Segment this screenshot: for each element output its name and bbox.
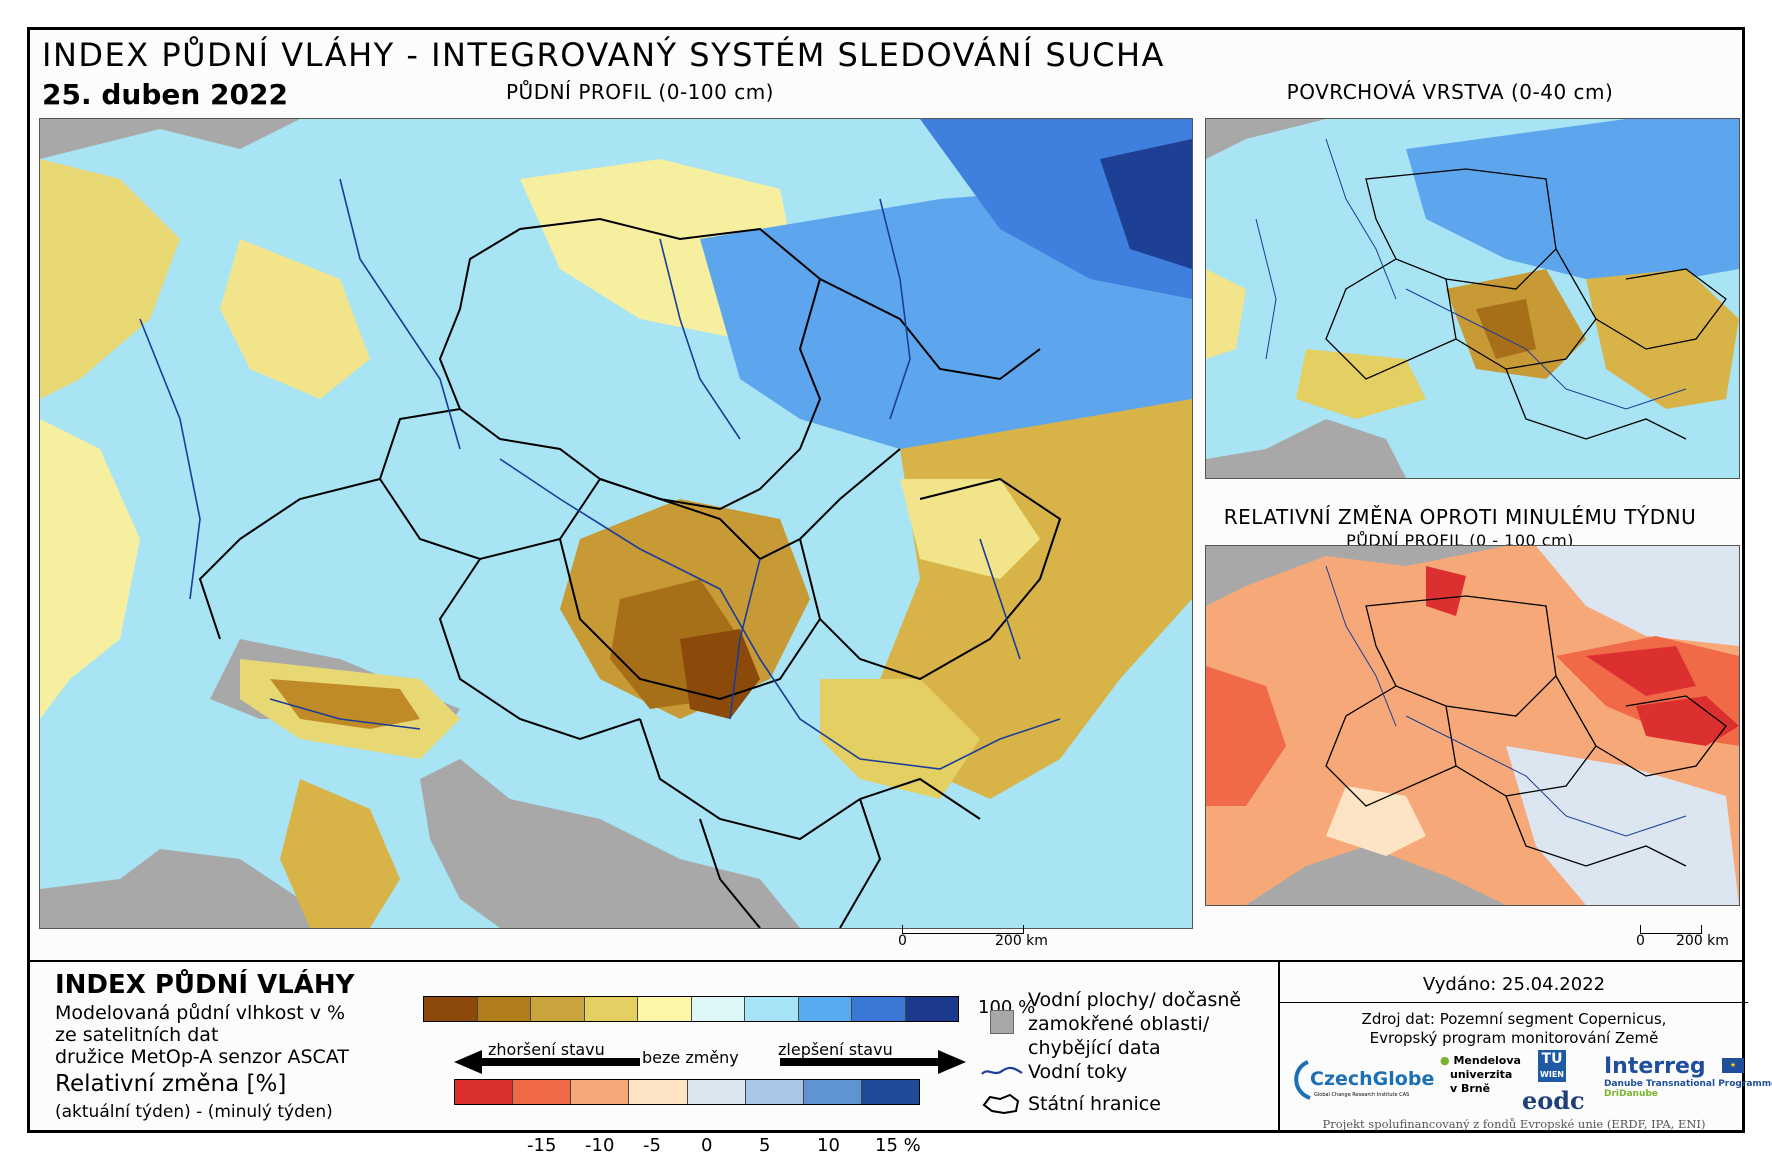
change-tick-label: 10 [817, 1135, 840, 1156]
change-swatch [570, 1080, 629, 1104]
moisture-swatch [851, 997, 905, 1021]
czechglobe-name: CzechGlobe [1310, 1068, 1435, 1090]
issued-underline [1280, 1002, 1748, 1003]
inset-scale-zero-label: 0 [1636, 933, 1645, 949]
eu-flag-icon: ★ [1722, 1058, 1744, 1073]
change-map-caption: RELATIVNÍ ZMĚNA OPROTI MINULÉMU TÝDNU [1223, 505, 1697, 529]
eodc-logo: eodc [1522, 1086, 1585, 1115]
main-map-scale-bar: 0 200 km [898, 925, 1048, 951]
moisture-swatch [530, 997, 584, 1021]
change-tick-label: 15 % [875, 1135, 921, 1156]
change-tick-label: -10 [585, 1135, 615, 1156]
change-swatch [512, 1080, 571, 1104]
moisture-swatch [637, 997, 691, 1021]
moisture-swatch [424, 997, 477, 1021]
worse-arrow-icon [454, 1050, 640, 1074]
tu-wien-logo: TU WIEN [1538, 1050, 1566, 1082]
water-areas-label: Vodní plochy/ dočasně zamokřené oblasti/… [1028, 988, 1241, 1060]
change-tick-label: -15 [527, 1135, 557, 1156]
water-label-line-3: chybějící data [1028, 1037, 1161, 1059]
legend-desc-line-2: ze satelitních dat [55, 1024, 219, 1046]
surface-map-graphic [1206, 119, 1739, 478]
borders-label: Státní hranice [1028, 1093, 1161, 1115]
main-map-caption: PŮDNÍ PROFIL (0-100 cm) [506, 80, 774, 104]
moisture-swatch [744, 997, 798, 1021]
interreg-name: Interreg [1604, 1054, 1706, 1079]
moisture-swatch [690, 997, 744, 1021]
moisture-swatch [476, 997, 530, 1021]
worse-label: zhoršení stavu [488, 1040, 605, 1059]
tu-wien-line-2: WIEN [1540, 1070, 1564, 1079]
credits-divider [1278, 960, 1280, 1130]
moisture-swatch [904, 997, 958, 1021]
legend-desc-line-1: Modelovaná půdní vlhkost v % [55, 1002, 346, 1024]
issue-date-heading: 25. duben 2022 [42, 78, 288, 111]
change-map-graphic [1206, 546, 1739, 905]
water-label-line-1: Vodní plochy/ dočasně [1028, 989, 1242, 1011]
czechglobe-logo: CzechGlobe Global Change Research Instit… [1288, 1054, 1438, 1108]
data-source: Zdroj dat: Pozemní segment Copernicus, E… [1280, 1010, 1748, 1048]
czechglobe-swoosh-icon [1294, 1060, 1311, 1100]
better-label: zlepšení stavu [778, 1040, 893, 1059]
change-swatch [686, 1080, 745, 1104]
legend-divider [30, 960, 1742, 962]
scale-distance-label: 200 km [995, 933, 1048, 949]
change-tick-label: -5 [643, 1135, 661, 1156]
data-source-line-2: Evropský program monitorování Země [1369, 1029, 1659, 1047]
change-legend-title: Relativní změna [%] [55, 1071, 287, 1097]
change-swatch [628, 1080, 687, 1104]
change-swatch [455, 1080, 513, 1104]
data-source-line-1: Zdroj dat: Pozemní segment Copernicus, [1361, 1010, 1667, 1028]
main-map-graphic [40, 119, 1192, 928]
interreg-sub-1: Danube Transnational Programme [1604, 1079, 1772, 1089]
change-tick-label: 5 [759, 1135, 771, 1156]
moisture-swatch [797, 997, 851, 1021]
surface-layer-map [1205, 118, 1740, 479]
legend-desc-line-3: družice MetOp-A senzor ASCAT [55, 1046, 349, 1068]
moisture-swatch [583, 997, 637, 1021]
change-tick-label: 0 [701, 1135, 713, 1156]
mendel-line-2: univerzita [1450, 1068, 1513, 1081]
water-label-line-2: zamokřené oblasti/ [1028, 1013, 1210, 1035]
scale-zero-label: 0 [898, 933, 907, 949]
change-swatch [744, 1080, 803, 1104]
legend-title: INDEX PŮDNÍ VLÁHY [55, 970, 355, 1000]
issued-date: Vydáno: 25.04.2022 [1422, 974, 1606, 995]
change-direction-arrows [454, 1050, 966, 1074]
change-swatch [860, 1080, 919, 1104]
legend-description: Modelovaná půdní vlhkost v % ze satelitn… [55, 1002, 349, 1068]
weekly-change-map [1205, 545, 1740, 906]
change-color-ramp [454, 1079, 920, 1105]
better-arrow-icon [780, 1050, 966, 1074]
river-symbol-icon [981, 1066, 1023, 1075]
interreg-logo: Interreg ★ Danube Transnational Programm… [1582, 1054, 1772, 1099]
page-title: INDEX PŮDNÍ VLÁHY - INTEGROVANÝ SYSTÉM S… [42, 36, 1165, 74]
no-change-label: beze změny [642, 1048, 739, 1067]
border-symbol-icon [982, 1093, 1020, 1115]
moisture-color-ramp [423, 996, 959, 1022]
czechglobe-subtitle: Global Change Research Institute CAS [1314, 1092, 1410, 1098]
change-legend-desc: (aktuální týden) - (minulý týden) [55, 1102, 333, 1122]
water-areas-swatch [990, 1010, 1014, 1034]
tu-wien-line-1: TU [1541, 1051, 1563, 1067]
rivers-label: Vodní toky [1028, 1061, 1128, 1083]
poster-frame: INDEX PŮDNÍ VLÁHY - INTEGROVANÝ SYSTÉM S… [27, 27, 1772, 1156]
surface-map-caption: POVRCHOVÁ VRSTVA (0-40 cm) [1286, 80, 1614, 104]
mendel-line-3: v Brně [1450, 1082, 1491, 1095]
mendel-line-1: ● Mendelova [1440, 1054, 1521, 1067]
interreg-sub-2: DriDanube [1604, 1089, 1658, 1099]
inset-scale-distance-label: 200 km [1676, 933, 1729, 949]
inset-scale-bar: 0 200 km [1636, 925, 1748, 951]
project-funding-note: Projekt spolufinancovaný z fondů Evropsk… [1322, 1117, 1706, 1131]
change-swatch [802, 1080, 861, 1104]
main-soil-moisture-map [39, 118, 1193, 929]
mendel-university-logo: ● Mendelova univerzita v Brně [1440, 1054, 1521, 1096]
